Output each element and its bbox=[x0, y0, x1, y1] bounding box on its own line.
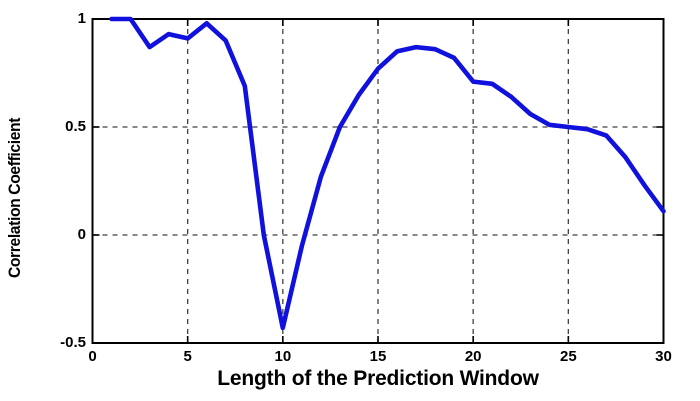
x-tick-label: 30 bbox=[655, 348, 672, 365]
x-axis-label: Length of the Prediction Window bbox=[217, 367, 539, 390]
y-axis-label: Correlation Coefficient bbox=[5, 117, 24, 279]
x-tick-label: 20 bbox=[464, 348, 482, 365]
x-tick-label: 10 bbox=[274, 348, 292, 365]
y-tick-label: 1 bbox=[77, 10, 86, 27]
x-tick-label: 5 bbox=[183, 348, 192, 365]
x-tick-label: 25 bbox=[559, 348, 577, 365]
y-tick-label: 0.5 bbox=[65, 118, 86, 135]
y-tick-label: 0 bbox=[77, 226, 86, 243]
data-series-line bbox=[109, 16, 666, 331]
x-tick-label: 15 bbox=[369, 348, 387, 365]
x-tick-label: 0 bbox=[88, 348, 97, 365]
y-tick-label: -0.5 bbox=[60, 334, 86, 351]
